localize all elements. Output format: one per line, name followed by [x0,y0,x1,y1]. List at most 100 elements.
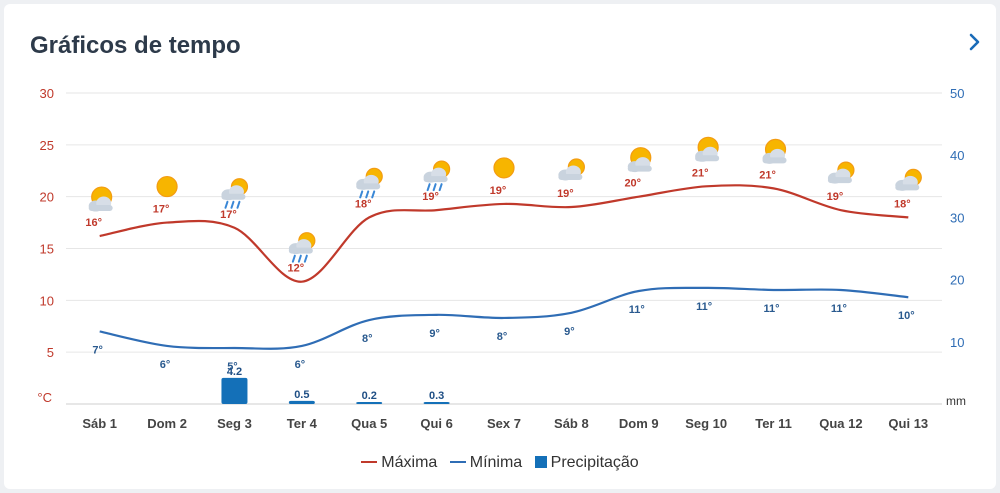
legend-item-precipitacao[interactable]: Precipitação [534,454,639,472]
card-title: Gráficos de tempo [30,32,241,59]
label-maxima: 17° [153,204,170,216]
sun-behind-cloud-icon [827,161,855,184]
x-tick-label: Qua 12 [819,416,862,431]
label-maxima: 18° [894,198,911,210]
cloud-shape [423,167,448,183]
cloud-part [695,155,720,162]
cloud-part [827,177,852,184]
x-tick-label: Sex 7 [487,416,521,431]
sun-shape [156,175,178,198]
y-axis-right: 10 20 30 40 50 mm [946,86,966,408]
weather-icons [88,136,922,263]
rain-drop [297,254,302,263]
cloud-part [88,205,113,212]
label-minima: 11° [764,303,780,315]
rain-sun-icon [356,167,383,199]
cloud-part [558,174,583,181]
sun-icon [156,175,178,198]
label-minima: 11° [831,303,847,315]
precipitation-label: 0.3 [429,390,444,402]
cloud-part [221,193,246,200]
partly-cloudy-icon [695,136,720,162]
partly-cloudy-icon [762,138,787,164]
y-left-tick-label: 20 [40,190,54,205]
chevron-right-icon[interactable] [962,28,986,56]
line-maxima [99,184,909,283]
rain-drop [432,183,437,192]
label-minima: 10° [898,310,915,322]
sun-behind-cloud-icon [895,168,922,191]
line-minima [99,286,909,350]
y-left-unit: °C [37,390,52,405]
label-minima: 11° [629,304,645,316]
label-maxima: 21° [692,167,709,179]
x-tick-label: Dom 2 [147,416,187,431]
y-axis-left: 5 10 15 20 25 30 °C [37,86,54,405]
legend-swatch-minima [449,460,466,463]
chart-grid [66,92,942,405]
x-tick-label: Qui 6 [420,416,453,431]
label-minima: 7° [92,344,103,356]
temperature-lines [99,184,909,350]
precipitation-label: 4.2 [227,366,242,378]
label-maxima: 19° [422,191,439,203]
cloud-shape [695,146,720,162]
label-maxima: 12° [288,263,305,275]
sun-behind-cloud-icon [558,158,585,181]
label-maxima: 19° [827,191,844,203]
precipitation-bar [221,377,248,404]
label-minima: 5° [227,361,238,373]
y-left-tick-label: 30 [40,86,54,101]
cloud-part [895,184,920,191]
rain-drop [371,190,376,199]
y-right-tick-label: 20 [950,273,964,288]
label-maxima: 19° [557,188,574,200]
label-maxima: 19° [490,185,507,197]
y-right-unit: mm [946,394,966,408]
precipitation-label: 0.5 [294,389,309,401]
cloud-shape [827,168,852,184]
cloud-shape [221,185,246,201]
rain-drop [236,200,241,209]
y-left-tick-label: 5 [47,345,54,360]
rain-drop [438,183,443,192]
legend-label-maxima: Máxima [381,454,438,471]
legend-label-precipitacao: Precipitação [550,454,639,471]
legend-swatch-maxima [361,460,378,463]
label-maxima: 16° [85,217,102,229]
legend-item-maxima[interactable]: Máxima [361,454,437,472]
legend-swatch-precipitacao [534,455,547,468]
precipitation-bars [221,377,450,404]
precipitation-bar [423,402,450,404]
rain-drop [224,200,229,209]
rain-sun-icon [423,160,451,192]
chart-legend: Máxima Mínima Precipitação [0,454,1000,472]
label-minima: 9° [564,326,575,338]
cloud-part [762,157,787,164]
sun-shape [493,157,515,179]
cloud-part [288,247,313,254]
y-right-tick-label: 10 [950,335,964,350]
x-tick-label: Seg 3 [217,416,252,431]
legend-label-minima: Mínima [469,454,523,471]
x-tick-label: Seg 10 [685,416,727,431]
x-tick-label: Sáb 1 [82,416,117,431]
cloud-shape [88,196,113,212]
rain-drop [230,200,235,209]
x-tick-label: Sáb 8 [554,416,589,431]
precipitation-bar [356,402,383,404]
cloud-shape [627,157,652,173]
label-minima: 9° [429,328,440,340]
cloud-shape [288,239,313,255]
cloud-part [356,183,381,190]
sun-icon [493,157,515,179]
rain-sun-icon [221,178,249,209]
legend-item-minima[interactable]: Mínima [449,454,523,472]
rain-drop [291,254,296,263]
label-maxima: 17° [220,209,237,221]
cloud-part [423,176,448,183]
x-tick-label: Ter 11 [755,416,792,431]
y-right-tick-label: 50 [950,86,964,101]
cloud-part [627,165,652,172]
